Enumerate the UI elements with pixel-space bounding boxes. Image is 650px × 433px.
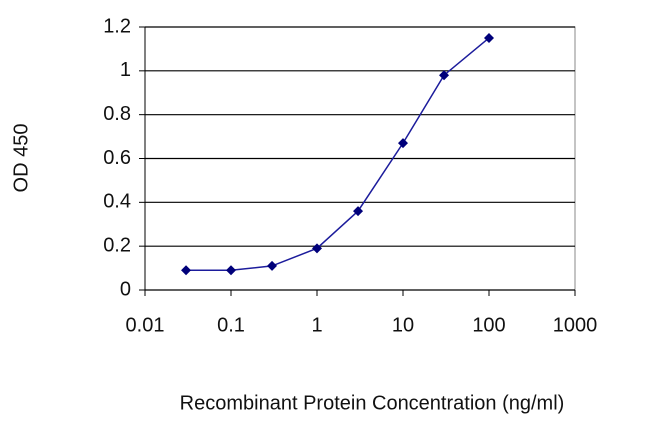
y-tick-label: 1 [120,59,131,81]
x-tick-label: 100 [472,314,505,336]
x-tick-label: 1 [311,314,322,336]
data-point [398,138,408,149]
x-tick-label: 10 [392,314,414,336]
data-line [186,37,490,272]
y-tick-label: 0.8 [103,103,131,125]
x-tick-label: 1000 [553,314,598,336]
data-point [181,265,192,276]
y-axis-label: OD 450 [10,124,32,193]
data-point [226,265,236,276]
y-tick-label: 0 [120,278,131,300]
y-tick-label: 0.6 [103,147,131,169]
x-tick-label: 0.01 [126,314,165,336]
y-tick-label: 0.2 [103,234,131,256]
data-point [312,243,322,254]
x-axis-label: Recombinant Protein Concentration (ng/ml… [180,392,565,414]
x-tick-label: 0.1 [217,314,245,336]
data-point [439,70,450,81]
data-point [484,32,494,43]
y-tick-label: 1.2 [103,15,131,37]
data-point [353,206,364,217]
data-point [267,260,278,271]
y-tick-label: 0.4 [103,191,131,213]
